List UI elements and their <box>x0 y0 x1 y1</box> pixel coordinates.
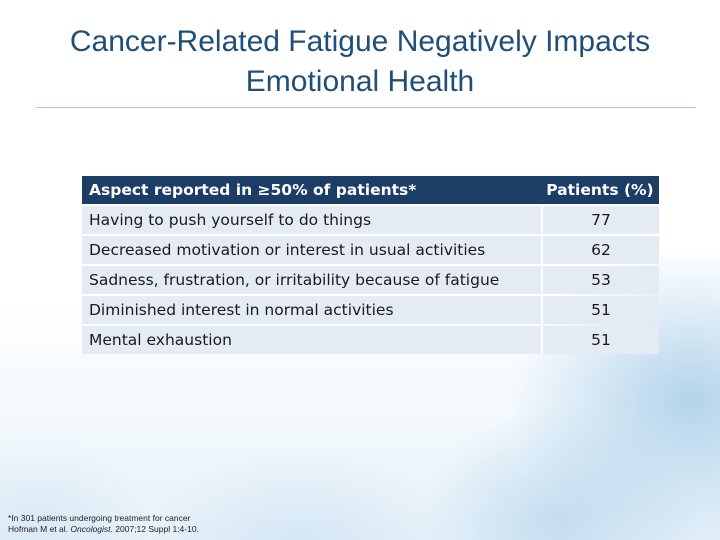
title-line-1: Cancer-Related Fatigue Negatively Impact… <box>69 25 651 58</box>
title-line-2: Emotional Health <box>245 65 475 98</box>
ref-details: 2007;12 Suppl 1:4-10. <box>115 524 199 534</box>
header-aspect: Aspect reported in ≥50% of patients* <box>89 181 417 199</box>
row-aspect: Diminished interest in normal activities <box>82 296 541 324</box>
row-percent: 62 <box>540 236 659 264</box>
title-divider <box>36 107 696 108</box>
table-row: Having to push yourself to do things 77 <box>82 206 659 234</box>
table-row: Sadness, frustration, or irritability be… <box>82 266 659 294</box>
footnote-reference: Hofman M et al. Oncologist. 2007;12 Supp… <box>8 524 199 535</box>
ref-journal: Oncologist. <box>70 524 113 534</box>
fatigue-table: Aspect reported in ≥50% of patients* Pat… <box>82 174 659 356</box>
footnote-population: *In 301 patients undergoing treatment fo… <box>8 513 191 523</box>
row-percent: 51 <box>540 326 659 354</box>
row-percent: 51 <box>540 296 659 324</box>
header-patients-percent: Patients (%) <box>546 181 654 199</box>
table-row: Mental exhaustion 51 <box>82 326 659 354</box>
slide-title: Cancer-Related Fatigue Negatively Impact… <box>0 22 720 102</box>
row-aspect: Decreased motivation or interest in usua… <box>82 236 541 264</box>
row-percent: 53 <box>540 266 659 294</box>
table-row: Diminished interest in normal activities… <box>82 296 659 324</box>
table-header-row: Aspect reported in ≥50% of patients* Pat… <box>82 176 659 204</box>
row-aspect: Mental exhaustion <box>82 326 541 354</box>
footnote: *In 301 patients undergoing treatment fo… <box>8 513 199 535</box>
table-row: Decreased motivation or interest in usua… <box>82 236 659 264</box>
row-aspect: Having to push yourself to do things <box>82 206 541 234</box>
row-percent: 77 <box>540 206 659 234</box>
ref-authors: Hofman M et al. <box>8 524 68 534</box>
row-aspect: Sadness, frustration, or irritability be… <box>82 266 541 294</box>
